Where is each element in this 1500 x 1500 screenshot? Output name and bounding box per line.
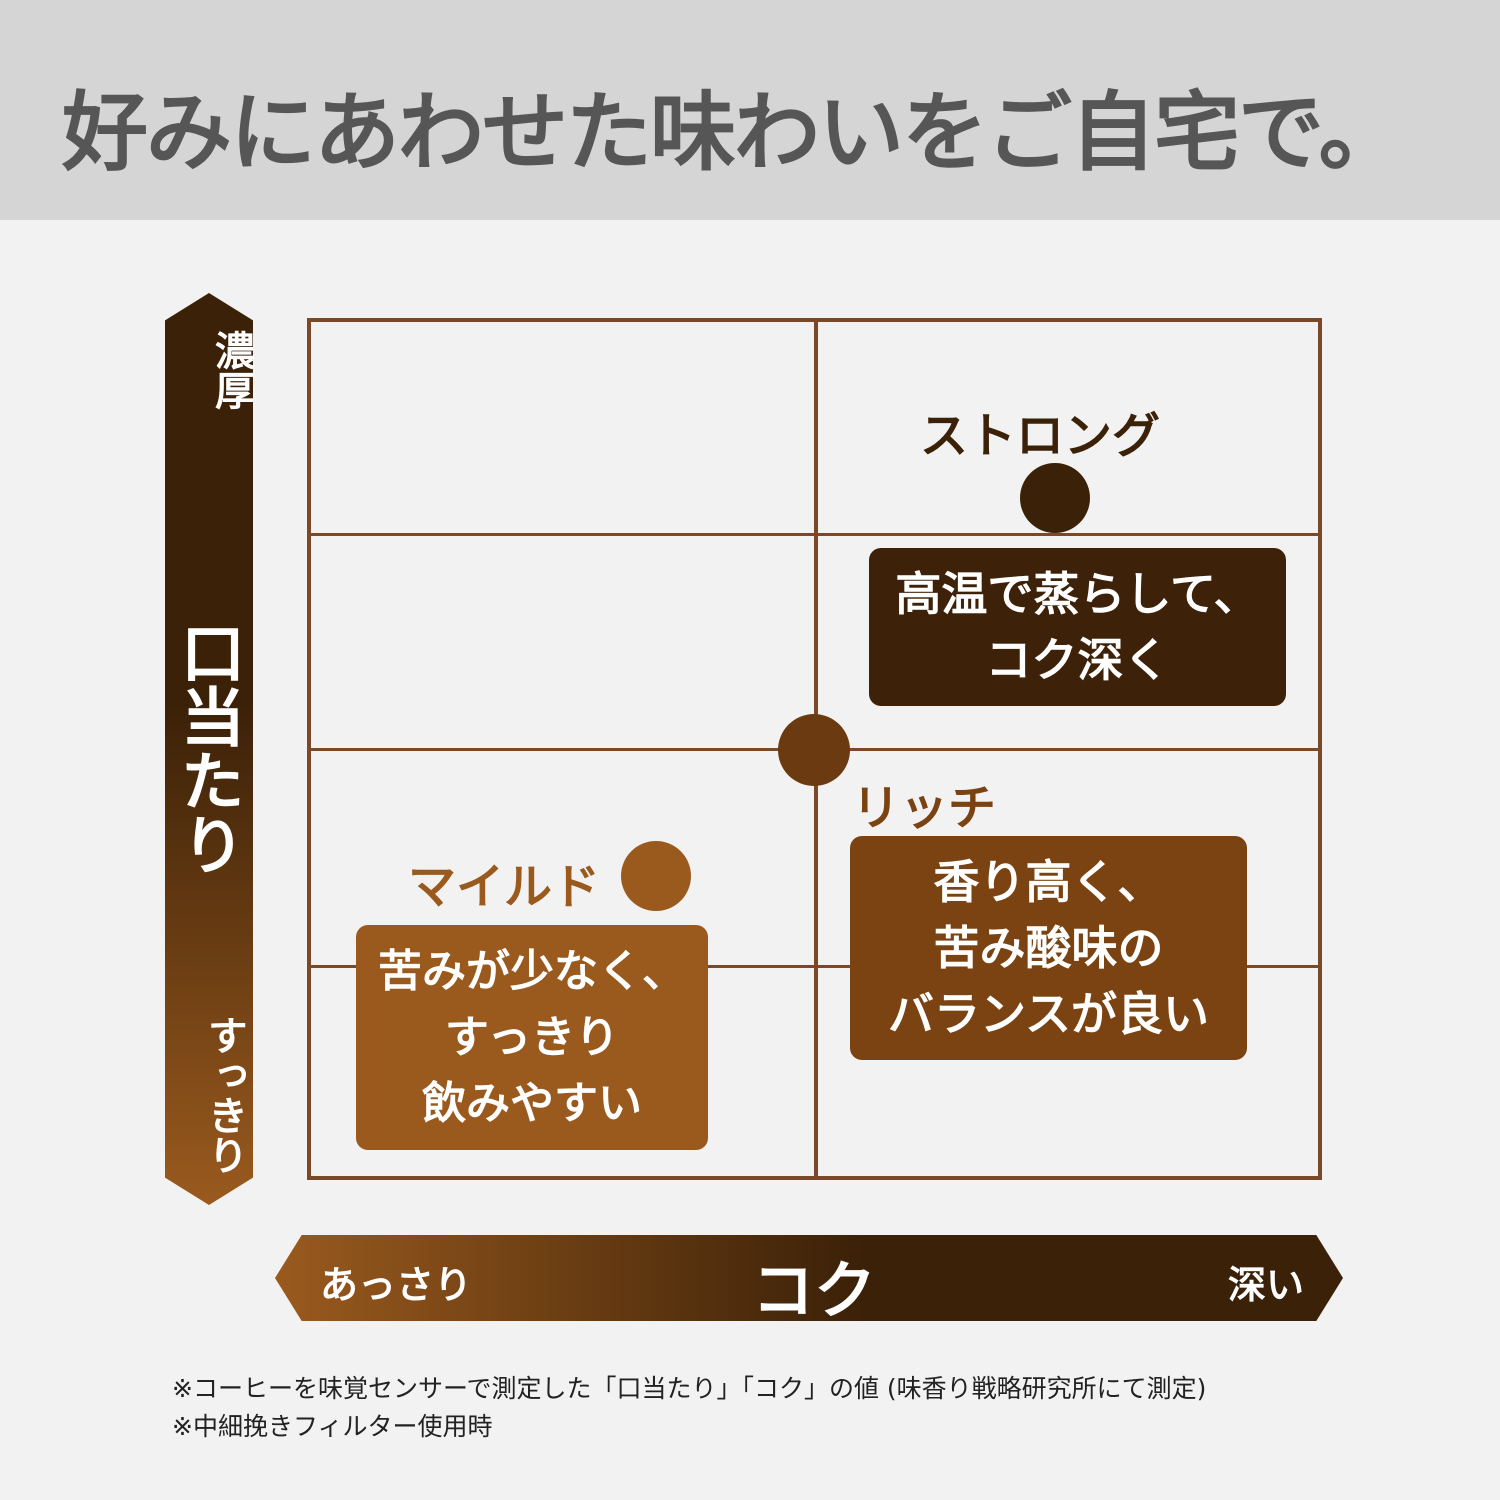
mild-line: すっきり [444, 1011, 620, 1063]
grid-line [311, 965, 1318, 968]
rich-description: 香り高く、 苦み酸味の バランスが良い [850, 836, 1247, 1060]
center-dot [778, 714, 850, 786]
page-title: 好みにあわせた味わいをご自宅で。 [62, 83, 1405, 183]
strong-label: ストロング [920, 408, 1161, 464]
x-axis-label: コク [752, 1254, 877, 1327]
mild-line: 苦みが少なく、 [378, 945, 686, 997]
y-axis-arrow [165, 293, 253, 1205]
rich-line: 苦み酸味の [933, 921, 1164, 975]
footnotes: ※コーヒーを味覚センサーで測定した「口当たり」「コク」の値 (味香り戦略研究所に… [172, 1370, 1206, 1446]
strong-description: 高温で蒸らして、 コク深く [869, 548, 1286, 706]
mild-description: 苦みが少なく、 すっきり 飲みやすい [356, 925, 708, 1150]
mild-line: 飲みやすい [422, 1077, 642, 1129]
x-axis-left-label: あっさり [320, 1263, 473, 1307]
rich-label: リッチ [852, 780, 997, 836]
mild-label: マイルド [408, 859, 601, 915]
rich-line: 香り高く、 [933, 855, 1164, 909]
footnote: ※コーヒーを味覚センサーで測定した「口当たり」「コク」の値 (味香り戦略研究所に… [172, 1374, 1207, 1403]
grid-line [311, 533, 1318, 536]
mild-dot [621, 841, 691, 911]
footnote: ※中細挽きフィルター使用時 [172, 1412, 493, 1441]
y-axis-bottom-label: すっきり [201, 1015, 247, 1175]
strong-dot [1020, 463, 1090, 533]
strong-line: コク深く [985, 633, 1170, 687]
x-axis-right-label: 深い [1228, 1263, 1305, 1307]
y-axis-label: 口当たり [170, 620, 244, 876]
rich-line: バランスが良い [887, 987, 1210, 1041]
y-axis-top-label: 濃厚 [208, 330, 254, 410]
strong-line: 高温で蒸らして、 [895, 567, 1260, 621]
x-axis-arrow [275, 1235, 1343, 1321]
header-banner: 好みにあわせた味わいをご自宅で。 [0, 0, 1500, 220]
